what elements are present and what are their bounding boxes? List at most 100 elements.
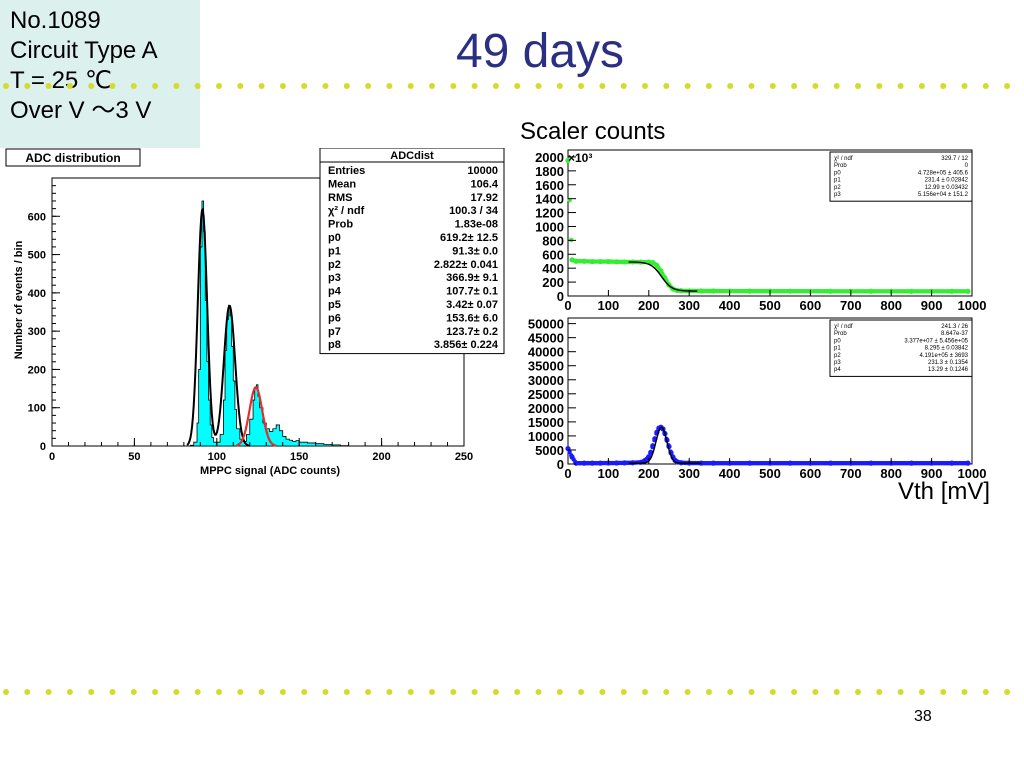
data-point (565, 157, 571, 164)
divider-dot (663, 83, 670, 89)
divider-dot (492, 689, 499, 695)
divider-dot (24, 83, 31, 89)
divider-dot (556, 83, 563, 89)
y-tick-label: 1200 (535, 206, 564, 221)
divider-dot (66, 689, 73, 695)
stats-label: p0 (834, 170, 841, 176)
y-tick-label: 0 (557, 457, 564, 472)
stats-header: ADCdist (390, 150, 434, 162)
divider-dot (3, 83, 9, 89)
stats-value: 3.42± 0.07 (446, 299, 498, 311)
data-point-dense (620, 460, 626, 466)
divider-dot (982, 689, 989, 695)
stats-value: 619.2± 12.5 (440, 232, 498, 244)
derivative-chart: 0 100 200 300 400 500 600 700 800 900 100005000100… (528, 317, 987, 480)
stats-label: p2 (834, 353, 841, 359)
y-tick-label: 20000 (528, 401, 564, 416)
stats-value: 107.7± 0.1 (446, 286, 498, 298)
y-tick-label: 400 (28, 288, 46, 300)
x-tick-label: 400 (719, 466, 741, 480)
stats-value: 8.647e-37 (941, 331, 969, 337)
stats-label: p2 (328, 259, 341, 271)
stats-label: Prob (834, 163, 847, 169)
divider-dot (833, 83, 840, 89)
stats-value: 3.377e+07 ± 5.456e+05 (904, 338, 968, 344)
divider-dot (386, 689, 393, 695)
data-point-dense (588, 460, 593, 466)
stats-value: 123.7± 0.2 (446, 326, 498, 338)
divider-dot (258, 689, 265, 695)
bottom-dot-divider (3, 689, 1011, 695)
y-tick-label: 400 (542, 261, 564, 276)
divider-dot (961, 83, 968, 89)
y-tick-label: 30000 (528, 373, 564, 388)
divider-dot (450, 689, 457, 695)
divider-dot (556, 689, 563, 695)
divider-dot (855, 83, 861, 89)
data-point-dense (725, 460, 731, 466)
stats-label: p3 (834, 192, 841, 198)
slide-title: 49 days (455, 25, 625, 78)
stats-label: RMS (328, 192, 352, 204)
x-tick-label: 100 (598, 298, 620, 312)
y-tick-label: 15000 (528, 415, 564, 430)
y-axis-label: Number of events / bin (13, 240, 25, 359)
y-tick-label: 200 (28, 364, 46, 376)
divider-dot (45, 83, 52, 89)
y-tick-label: 1000 (535, 219, 564, 234)
x-tick-label: 400 (719, 298, 741, 312)
data-point-dense (964, 289, 969, 294)
stats-value: 1.83e-08 (455, 219, 498, 231)
divider-dot (535, 83, 542, 89)
y-tick-label: 600 (542, 247, 564, 262)
divider-dot (279, 83, 286, 89)
chart-title: ADC distribution (25, 151, 120, 165)
info-line-circuit: Circuit Type A (10, 37, 158, 64)
y-tick-label: 50000 (528, 317, 564, 332)
y-tick-label: 0 (557, 289, 564, 304)
vth-axis-label: Vth [mV] (898, 478, 991, 505)
stats-value: 231.4 ± 0.02842 (925, 178, 969, 184)
stats-value: 5.156e+04 ± 151.2 (918, 192, 969, 198)
x-tick-label: 300 (678, 298, 700, 312)
divider-dot (365, 83, 372, 89)
scaler-counts-chart: 0 100 200 300 400 500 600 700 800 900 100002004006… (535, 149, 986, 312)
stats-value: 0 (965, 163, 969, 169)
data-point-dense (612, 259, 618, 264)
divider-dot (897, 83, 904, 89)
divider-dot (876, 689, 883, 695)
x-axis-label: MPPC signal (ADC counts) (200, 465, 340, 477)
divider-dot (599, 83, 606, 89)
stats-label: p4 (328, 286, 342, 298)
divider-dot (343, 689, 350, 695)
divider-dot (88, 689, 95, 695)
stats-label: χ² / ndf (834, 324, 853, 330)
x-tick-label: 600 (800, 298, 822, 312)
x-tick-label: 200 (638, 466, 660, 480)
divider-dot (897, 689, 904, 695)
divider-dot (386, 83, 393, 89)
divider-dot (769, 689, 776, 695)
info-line-id: No.1089 (10, 7, 101, 34)
stats-value: 8.295 ± 0.03842 (925, 346, 969, 352)
data-point-dense (612, 460, 618, 466)
divider-dot (173, 83, 180, 89)
divider-dot (407, 83, 414, 89)
data-point-dense (580, 460, 585, 466)
y-tick-label: 5000 (535, 443, 564, 458)
y-tick-label: 100 (28, 403, 46, 415)
divider-dot (109, 689, 116, 695)
stats-label: χ² / ndf (834, 156, 853, 162)
stats-label: Prob (328, 219, 353, 231)
y-tick-label: 0 (40, 441, 46, 453)
x-tick-label: 0 (49, 451, 55, 463)
stats-value: 91.3± 0.0 (452, 245, 498, 257)
x-tick-label: 0 (564, 298, 571, 312)
y-tick-label: 600 (28, 211, 46, 223)
stats-label: p8 (328, 339, 341, 351)
data-point-dense (620, 259, 626, 265)
divider-dot (429, 689, 435, 695)
divider-dot (1004, 689, 1011, 695)
stats-label: p0 (328, 232, 341, 244)
divider-dot (727, 689, 734, 695)
